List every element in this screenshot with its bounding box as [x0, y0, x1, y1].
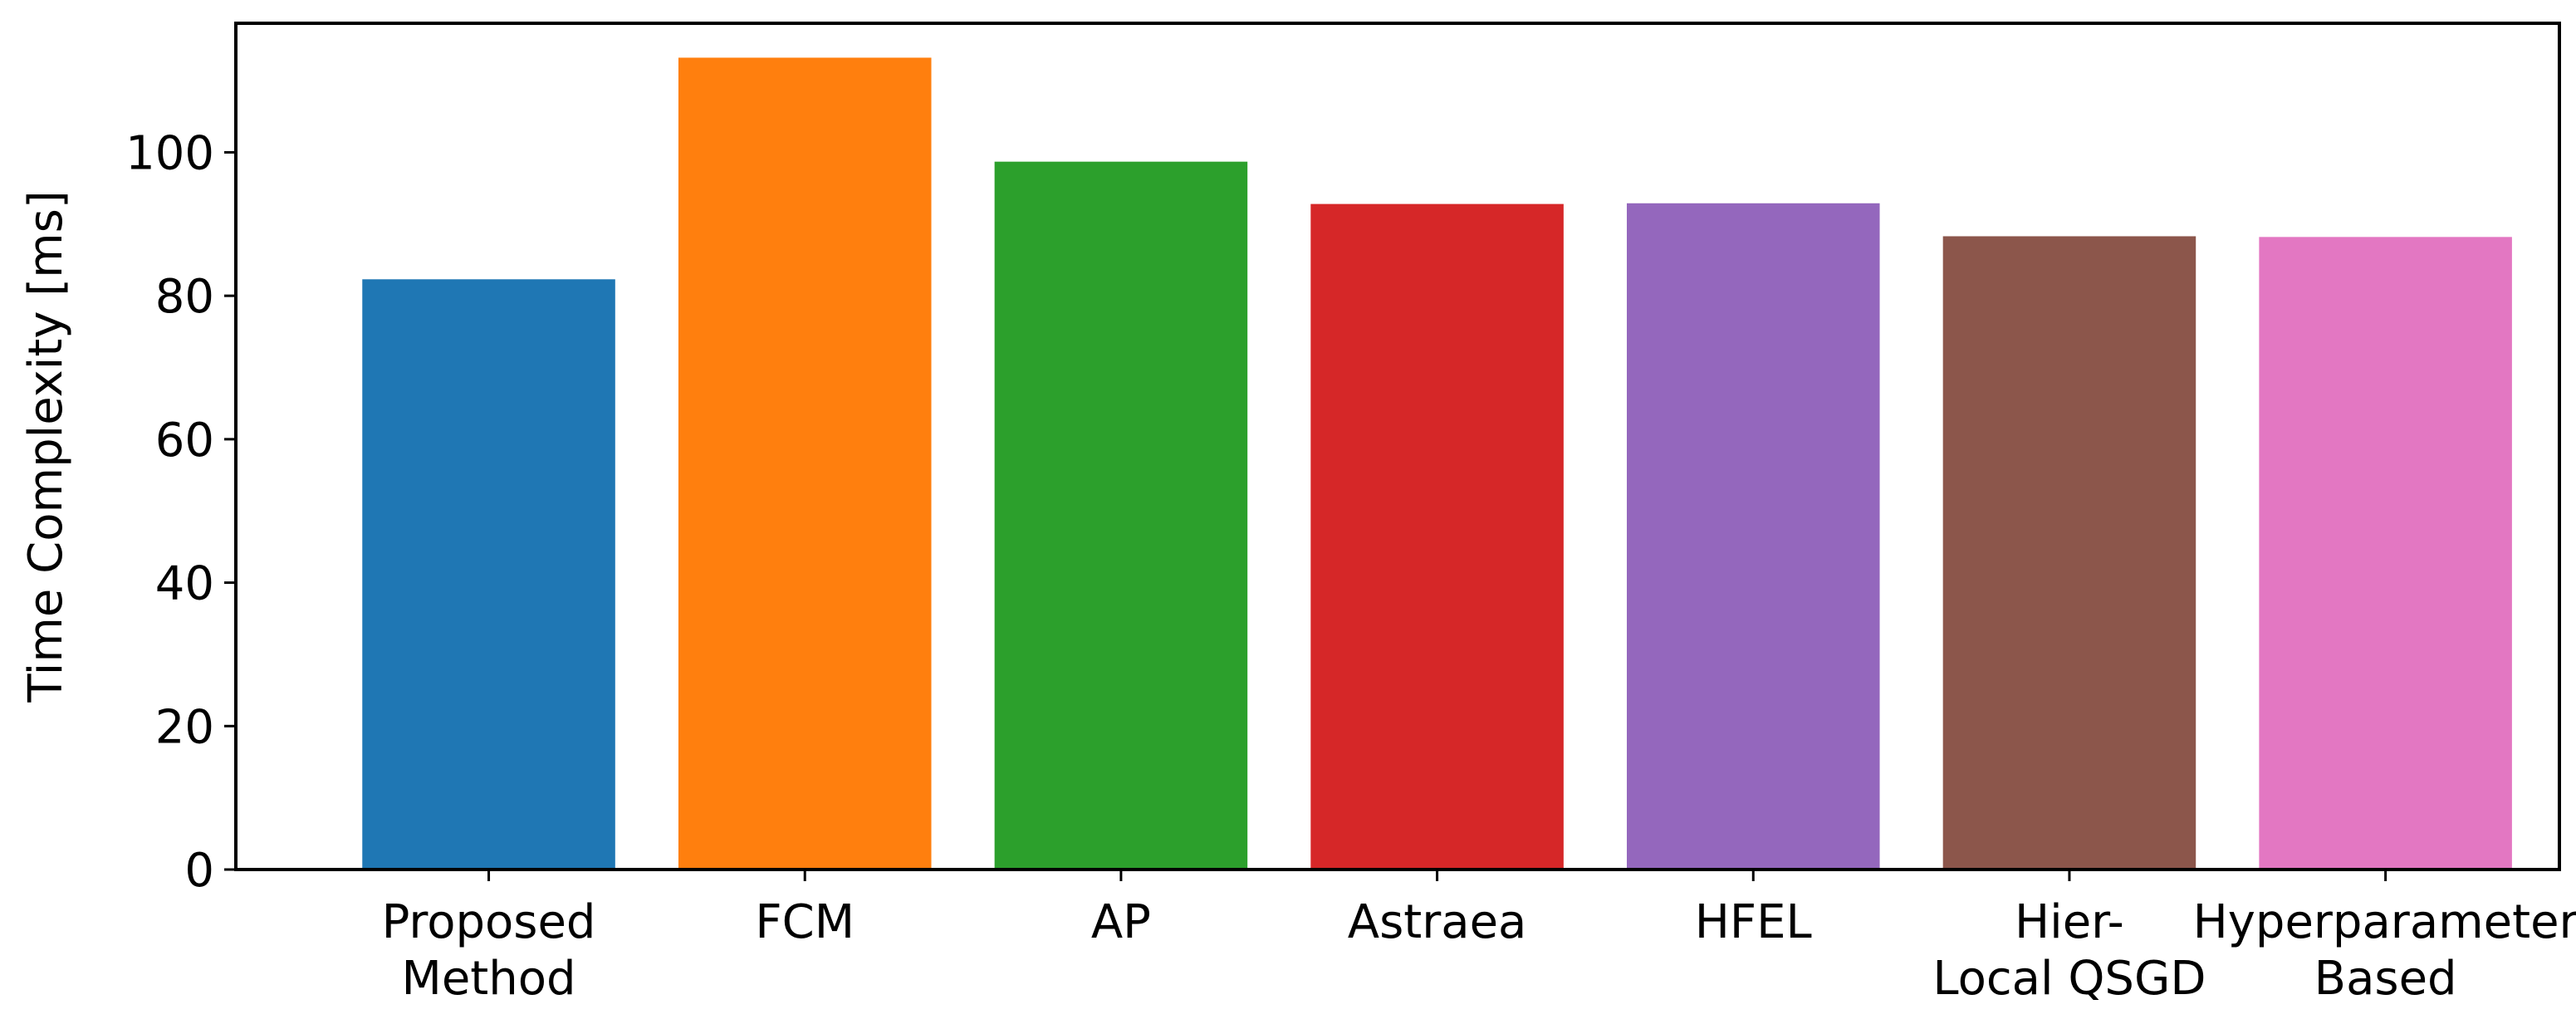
bar-3	[1310, 203, 1564, 870]
y-axis-ticks: 0 20 40 60 80 100	[125, 126, 236, 898]
bar-1	[678, 57, 932, 870]
x-tick-label: AP	[1091, 895, 1151, 949]
x-tick-label: HFEL	[1695, 895, 1812, 949]
x-tick-label: FCM	[755, 895, 855, 949]
x-tick-label: Astraea	[1348, 895, 1527, 949]
x-tick-label: Proposed	[382, 895, 596, 949]
y-tick-label: 100	[125, 126, 214, 180]
y-tick-label: 0	[184, 844, 214, 898]
x-tick-label: Hier-	[2015, 895, 2124, 949]
y-tick-label: 60	[155, 414, 214, 468]
y-tick-label: 40	[155, 557, 214, 611]
x-tick-label: Method	[402, 952, 576, 1006]
bar-4	[1626, 203, 1880, 870]
x-tick-label: Based	[2314, 952, 2457, 1006]
plot-frame	[234, 22, 2561, 871]
bar-2	[994, 161, 1248, 870]
bars-group	[362, 57, 2512, 870]
y-tick-label: 80	[155, 270, 214, 324]
bar-5	[1942, 236, 2196, 870]
bar-0	[362, 279, 615, 870]
x-tick-label: Hyperparameter	[2193, 895, 2576, 949]
x-tick-label: Local QSGD	[1932, 952, 2206, 1006]
y-tick-label: 20	[155, 700, 214, 754]
bar-6	[2259, 237, 2512, 870]
y-axis-label: Time Complexity [ms]	[19, 190, 73, 703]
